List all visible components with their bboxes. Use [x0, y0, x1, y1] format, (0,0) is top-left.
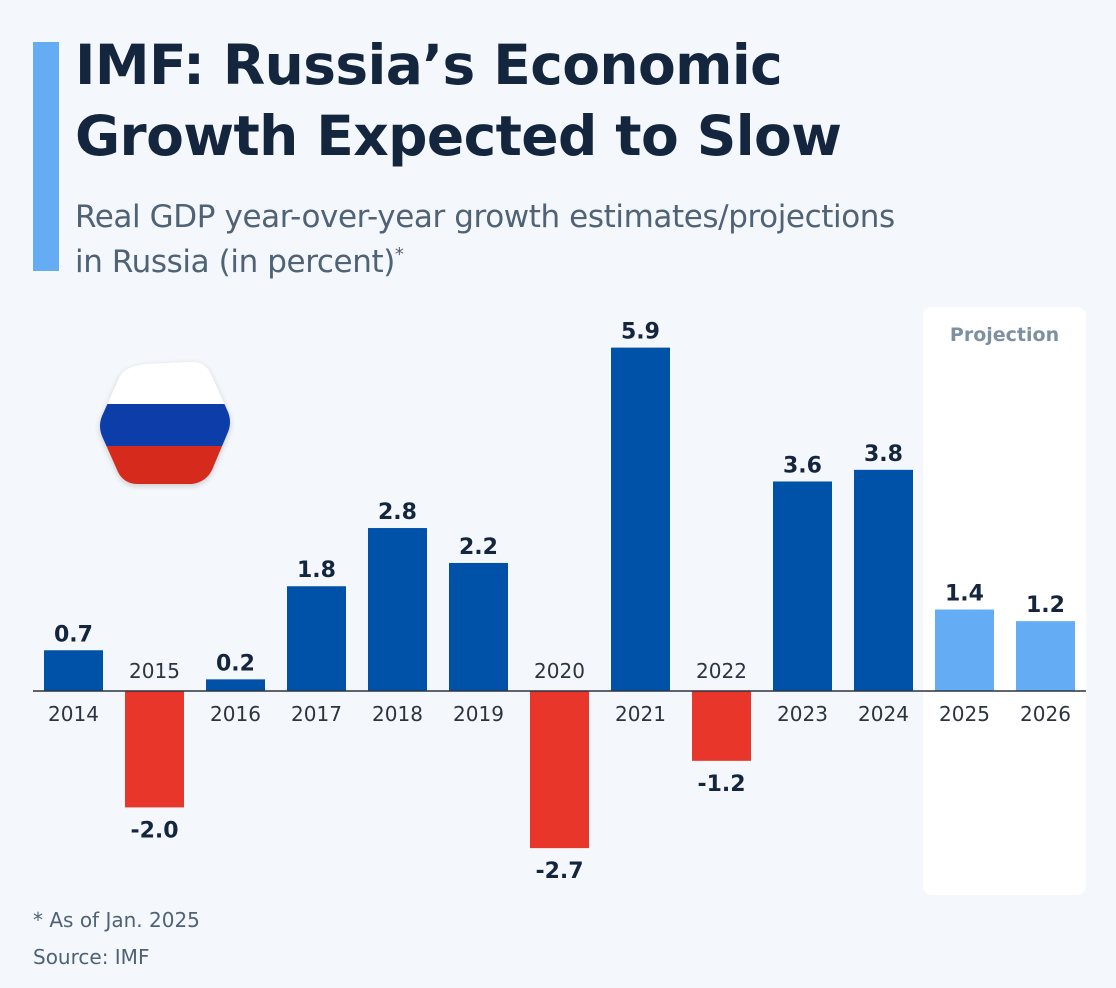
- bar-2025: [935, 609, 994, 691]
- bar-2026: [1016, 621, 1075, 691]
- category-label-2026: 2026: [1020, 702, 1071, 726]
- russia-flag-icon: [100, 362, 230, 484]
- value-label-2018: 2.8: [378, 500, 417, 525]
- bar-2024: [854, 469, 913, 691]
- projection-label: Projection: [949, 324, 1060, 346]
- category-label-2024: 2024: [858, 702, 909, 726]
- subtitle-footnote-marker: *: [394, 244, 404, 265]
- bar-2014: [44, 650, 103, 691]
- value-label-2019: 2.2: [459, 535, 498, 560]
- bar-2021: [611, 347, 670, 691]
- flag-blue-stripe: [100, 404, 230, 446]
- category-label-2025: 2025: [939, 702, 990, 726]
- value-label-2024: 3.8: [864, 442, 903, 467]
- subtitle-line-1: Real GDP year-over-year growth estimates…: [75, 199, 895, 235]
- bar-2022: [692, 691, 751, 761]
- value-label-2023: 3.6: [783, 453, 822, 478]
- bar-2015: [125, 691, 184, 808]
- category-label-2020: 2020: [534, 659, 585, 683]
- bar-2016: [206, 679, 265, 691]
- category-label-2016: 2016: [210, 702, 261, 726]
- category-label-2015: 2015: [129, 659, 180, 683]
- accent-bar: [33, 42, 59, 271]
- value-label-2016: 0.2: [216, 651, 255, 676]
- category-label-2014: 2014: [48, 702, 99, 726]
- value-label-2025: 1.4: [945, 582, 984, 607]
- subtitle-line-2-text: in Russia (in percent): [75, 244, 395, 280]
- category-label-2019: 2019: [453, 702, 504, 726]
- title-line-1: IMF: Russia’s Economic: [75, 33, 783, 97]
- category-label-2018: 2018: [372, 702, 423, 726]
- bar-2023: [773, 481, 832, 691]
- bar-2018: [368, 528, 427, 691]
- value-label-2017: 1.8: [297, 558, 336, 583]
- value-label-2014: 0.7: [54, 622, 93, 647]
- value-label-2026: 1.2: [1026, 593, 1065, 618]
- category-label-2021: 2021: [615, 702, 666, 726]
- bar-2020: [530, 691, 589, 849]
- value-label-2020: -2.7: [535, 859, 583, 884]
- chart-subtitle: Real GDP year-over-year growth estimates…: [75, 195, 895, 285]
- subtitle-line-2: in Russia (in percent)*: [75, 240, 895, 285]
- footnote: * As of Jan. 2025: [33, 908, 200, 932]
- bar-2019: [449, 562, 508, 691]
- source-note: Source: IMF: [33, 945, 150, 969]
- chart-title: IMF: Russia’s Economic Growth Expected t…: [75, 30, 842, 172]
- category-label-2017: 2017: [291, 702, 342, 726]
- value-label-2015: -2.0: [130, 818, 178, 843]
- projection-panel: Projection: [923, 307, 1086, 895]
- value-label-2022: -1.2: [697, 772, 745, 797]
- bar-2017: [287, 586, 346, 691]
- category-label-2022: 2022: [696, 659, 747, 683]
- category-label-2023: 2023: [777, 702, 828, 726]
- title-line-2: Growth Expected to Slow: [75, 104, 842, 168]
- value-label-2021: 5.9: [621, 320, 660, 345]
